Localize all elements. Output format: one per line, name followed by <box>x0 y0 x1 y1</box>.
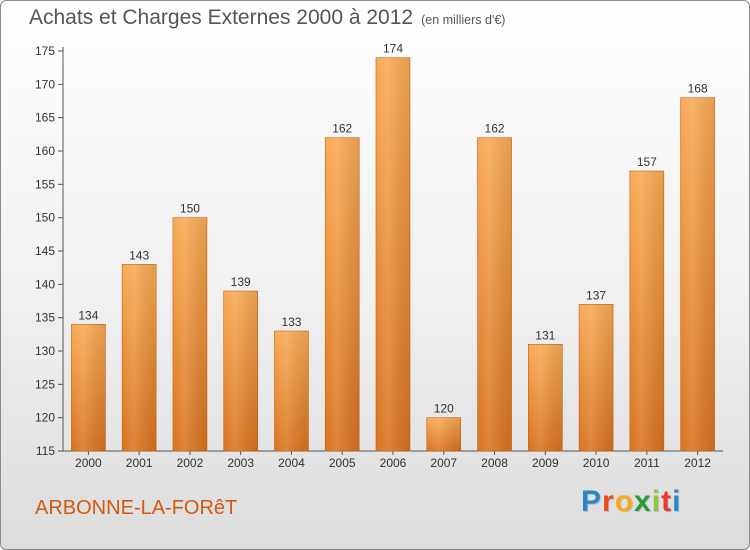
y-tick-label: 140 <box>35 277 55 291</box>
x-tick-label: 2006 <box>380 456 407 470</box>
bar-shading <box>223 291 258 451</box>
y-tick-label: 130 <box>35 344 55 358</box>
x-tick-label: 2004 <box>278 456 305 470</box>
bar-shading <box>325 137 360 451</box>
bar-value-label: 120 <box>434 402 454 416</box>
y-tick-label: 155 <box>35 177 55 191</box>
bar-value-label: 139 <box>231 275 251 289</box>
bar-shading <box>426 417 461 451</box>
x-tick-label: 2009 <box>532 456 559 470</box>
y-tick-label: 115 <box>36 444 55 458</box>
logo-letter: P <box>581 485 603 518</box>
x-tick-label: 2002 <box>177 456 204 470</box>
bar-shading <box>274 331 309 451</box>
y-tick-label: 125 <box>35 377 55 391</box>
bar-value-label: 131 <box>535 328 555 342</box>
bar-value-label: 162 <box>332 122 352 136</box>
y-tick-label: 120 <box>35 411 55 425</box>
chart-bars <box>71 57 715 452</box>
proxiti-logo: Proxiti <box>581 485 681 519</box>
bar-shading <box>71 324 106 451</box>
logo-letter: r <box>602 485 615 518</box>
x-tick-label: 2010 <box>583 456 610 470</box>
bar-value-label: 168 <box>688 82 708 96</box>
y-tick-label: 170 <box>35 77 55 91</box>
commune-name: ARBONNE-LA-FORêT <box>35 497 238 519</box>
x-tick-label: 2008 <box>481 456 508 470</box>
logo-letter: i <box>672 485 682 518</box>
bar-shading <box>629 171 664 451</box>
bar-value-label: 162 <box>485 122 505 136</box>
x-tick-label: 2012 <box>684 456 711 470</box>
bar-shading <box>680 97 715 452</box>
bar-value-label: 157 <box>637 155 657 169</box>
chart-title-block: Achats et Charges Externes 2000 à 2012 (e… <box>29 6 505 30</box>
y-tick-label: 160 <box>35 144 55 158</box>
bar-shading <box>376 57 410 452</box>
bar-value-label: 143 <box>129 248 149 262</box>
bar-shading <box>172 217 207 451</box>
logo-letter: i <box>651 485 662 518</box>
y-tick-label: 135 <box>35 311 55 325</box>
bar-shading <box>579 304 614 451</box>
bar-value-label: 134 <box>78 308 98 322</box>
bar-shading <box>528 344 563 451</box>
x-tick-label: 2007 <box>430 456 457 470</box>
logo-letter: t <box>661 485 673 518</box>
y-tick-label: 165 <box>35 111 55 125</box>
bar-value-label: 133 <box>281 315 301 329</box>
y-tick-label: 150 <box>35 211 55 225</box>
chart-subtitle: (en milliers d'€) <box>421 13 506 27</box>
x-tick-label: 2005 <box>329 456 356 470</box>
x-tick-label: 2000 <box>75 456 102 470</box>
bar-value-label: 137 <box>586 288 606 302</box>
chart-value-labels: 134 143 150 139 133 162 174 120 162 131 137 157 168 <box>78 42 708 416</box>
bar-value-label: 150 <box>180 202 200 216</box>
chart-title: Achats et Charges Externes 2000 à 2012 <box>29 6 414 29</box>
logo-letter: o <box>614 485 635 518</box>
bar-shading <box>477 137 512 451</box>
bar-value-label: 174 <box>383 42 403 56</box>
logo-letter: x <box>634 485 652 518</box>
x-tick-label: 2003 <box>227 456 254 470</box>
x-tick-label: 2001 <box>126 456 153 470</box>
y-tick-label: 145 <box>35 244 55 258</box>
x-tick-label: 2011 <box>634 456 660 470</box>
bar-shading <box>122 264 157 451</box>
y-tick-label: 175 <box>35 44 55 58</box>
